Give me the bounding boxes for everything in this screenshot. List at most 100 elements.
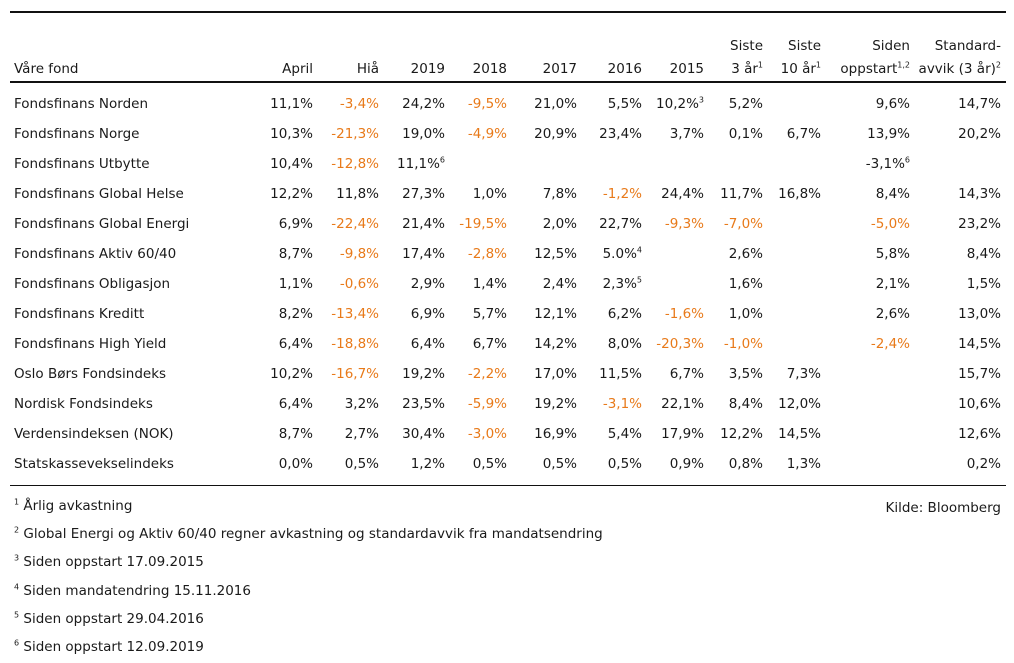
cell-value: 14,5%: [958, 336, 1001, 352]
cell-value: 6,4%: [410, 336, 445, 352]
top-rule: [10, 11, 1006, 13]
footnote-number: 2: [14, 525, 20, 535]
cell-value: 3,5%: [728, 366, 763, 382]
footnote: 6 Siden oppstart 12.09.2019: [14, 639, 204, 655]
table-cell: 1,5%: [967, 276, 1001, 292]
table-cell: 2,7%: [345, 426, 379, 442]
table-cell: 19,2%: [534, 396, 577, 412]
fund-name: Fondsfinans High Yield: [14, 336, 167, 352]
cell-value: 5,2%: [728, 96, 763, 112]
cell-value: 6,4%: [278, 396, 313, 412]
header-col-label: April: [282, 61, 313, 77]
table-cell: 2,6%: [876, 306, 910, 322]
cell-value: 6,7%: [472, 336, 507, 352]
table-cell: 5,8%: [876, 246, 910, 262]
fund-name: Fondsfinans Kreditt: [14, 306, 145, 322]
table-cell: 2,6%: [729, 246, 763, 262]
table-cell: 20,9%: [534, 126, 577, 142]
cell-value: -3,0%: [467, 426, 507, 442]
cell-value: 19,0%: [402, 126, 445, 142]
header-col-6: 2015: [670, 58, 704, 80]
footnote: 1 Årlig avkastning: [14, 498, 132, 514]
header-col-8-line1: Siste: [788, 38, 821, 54]
table-cell: 2,4%: [543, 276, 577, 292]
fund-name: Fondsfinans Norden: [14, 96, 149, 112]
table-cell: -18,8%: [331, 336, 379, 352]
cell-value: 10,2%: [656, 96, 699, 112]
cell-value: 5,7%: [472, 306, 507, 322]
table-cell: 24,4%: [661, 186, 704, 202]
cell-value: -1,2%: [602, 186, 642, 202]
header-col-7-line1: Siste: [730, 38, 763, 54]
header-col-label: oppstart: [840, 61, 898, 77]
cell-value: -3,4%: [339, 96, 379, 112]
table-cell: 7,8%: [543, 186, 577, 202]
cell-value: 14,3%: [958, 186, 1001, 202]
table-cell: 0,1%: [729, 126, 763, 142]
table-cell: -1,2%: [603, 186, 642, 202]
table-cell: 11,1%6: [397, 156, 445, 172]
cell-value: 23,2%: [958, 216, 1001, 232]
table-cell: 13,0%: [958, 306, 1001, 322]
cell-value: 17,4%: [402, 246, 445, 262]
fund-name: Oslo Børs Fondsindeks: [14, 366, 167, 382]
table-cell: -0,6%: [340, 276, 379, 292]
table-cell: 5,7%: [473, 306, 507, 322]
table-cell: -9,8%: [340, 246, 379, 262]
cell-value: 0,5%: [344, 456, 379, 472]
table-cell: 27,3%: [402, 186, 445, 202]
cell-value: 1,1%: [278, 276, 313, 292]
cell-value: -5,9%: [467, 396, 507, 412]
fund-name: Fondsfinans Norge: [14, 126, 140, 142]
footnote-text: Siden oppstart 17.09.2015: [19, 554, 204, 571]
table-cell: 9,6%: [876, 96, 910, 112]
table-cell: -3,1%6: [866, 156, 910, 172]
footnote-text: Årlig avkastning: [19, 498, 133, 514]
table-cell: 2,1%: [876, 276, 910, 292]
footnote-ref: 1: [757, 60, 763, 70]
table-cell: 21,0%: [534, 96, 577, 112]
table-cell: -3,4%: [340, 96, 379, 112]
cell-value: -1,0%: [723, 336, 763, 352]
table-cell: -2,8%: [468, 246, 507, 262]
table-cell: 22,7%: [599, 216, 642, 232]
footnote-number: 6: [14, 638, 20, 648]
table-cell: -20,3%: [656, 336, 704, 352]
header-col-label: 2015: [669, 61, 704, 77]
table-cell: -4,9%: [468, 126, 507, 142]
cell-value: 12,0%: [778, 396, 821, 412]
cell-value: 3,7%: [669, 126, 704, 142]
cell-value: -3,1%: [865, 156, 905, 172]
table-cell: 20,2%: [958, 126, 1001, 142]
table-cell: 14,5%: [778, 426, 821, 442]
cell-value: 9,6%: [875, 96, 910, 112]
table-cell: -16,7%: [331, 366, 379, 382]
cell-value: 1,0%: [728, 306, 763, 322]
table-cell: 16,9%: [534, 426, 577, 442]
cell-value: 1,4%: [472, 276, 507, 292]
fund-name: Statskassevekselindeks: [14, 456, 174, 472]
cell-value: 8,2%: [278, 306, 313, 322]
fund-name: Nordisk Fondsindeks: [14, 396, 153, 412]
cell-value: 2,0%: [542, 216, 577, 232]
table-cell: 14,2%: [534, 336, 577, 352]
table-cell: 6,2%: [608, 306, 642, 322]
footnote-text: Siden oppstart 29.04.2016: [19, 610, 204, 627]
cell-value: 1,0%: [472, 186, 507, 202]
footnote-number: 3: [14, 553, 20, 563]
table-cell: -21,3%: [331, 126, 379, 142]
footnote-ref: 3: [698, 95, 704, 105]
cell-value: 0,8%: [728, 456, 763, 472]
cell-value: 3,2%: [344, 396, 379, 412]
cell-value: 11,7%: [720, 186, 763, 202]
table-cell: 17,0%: [534, 366, 577, 382]
cell-value: 8,4%: [728, 396, 763, 412]
table-cell: 12,1%: [534, 306, 577, 322]
cell-value: 7,8%: [542, 186, 577, 202]
table-cell: 21,4%: [402, 216, 445, 232]
table-cell: -13,4%: [331, 306, 379, 322]
cell-value: 0,5%: [607, 456, 642, 472]
table-cell: 10,2%: [270, 366, 313, 382]
cell-value: 16,8%: [778, 186, 821, 202]
cell-value: 13,9%: [867, 126, 910, 142]
